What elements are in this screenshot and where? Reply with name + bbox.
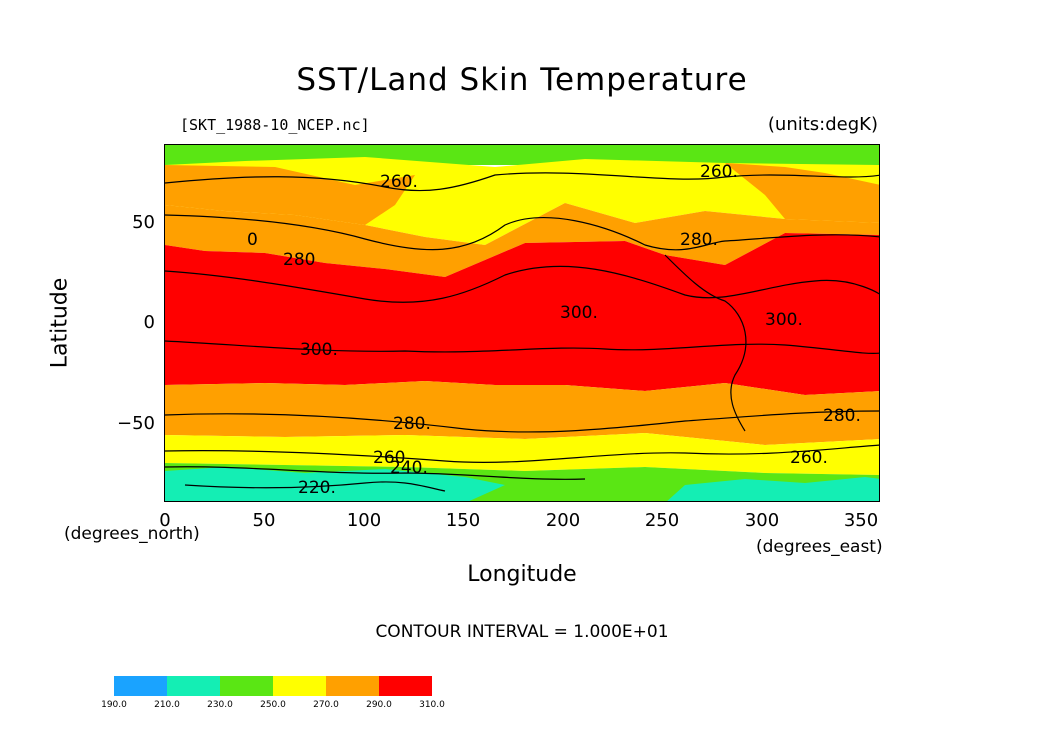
contour-label: 280. bbox=[823, 406, 861, 426]
y-tick-label: −50 bbox=[117, 413, 155, 434]
colorbar-label: 250.0 bbox=[260, 700, 286, 710]
x-tick-label: 150 bbox=[445, 510, 481, 531]
band-midlat-north-east bbox=[725, 163, 879, 223]
y-tick-label: 50 bbox=[132, 212, 155, 233]
map-title: SST/Land Skin Temperature bbox=[296, 62, 748, 98]
contour-label: 300. bbox=[560, 303, 598, 323]
temperature-map: 260. 260. 280. 300. 300. 300. 280. 280. … bbox=[165, 145, 879, 501]
contour-label: 240. bbox=[390, 458, 428, 478]
x-axis-units: (degrees_east) bbox=[756, 537, 883, 557]
contour-260-north bbox=[165, 172, 879, 192]
x-tick-label: 100 bbox=[346, 510, 382, 531]
colorbar bbox=[114, 676, 432, 696]
colorbar-segment bbox=[326, 676, 379, 696]
x-tick-label: 200 bbox=[545, 510, 581, 531]
contour-label: 260. bbox=[373, 448, 411, 468]
band-antarctica-east bbox=[667, 477, 879, 501]
colorbar-segment bbox=[220, 676, 273, 696]
colorbar-segment bbox=[273, 676, 326, 696]
colorbar-segment bbox=[379, 676, 432, 696]
band-subpolar-south bbox=[165, 433, 879, 475]
x-tick-label: 350 bbox=[843, 510, 879, 531]
units-label: (units:degK) bbox=[767, 114, 878, 135]
contour-coast-americas bbox=[664, 254, 747, 432]
contour-label: 300. bbox=[765, 310, 803, 330]
contour-label: 280. bbox=[393, 414, 431, 434]
band-midlat-north bbox=[165, 165, 415, 225]
colorbar-label: 210.0 bbox=[154, 700, 180, 710]
colorbar-label: 310.0 bbox=[419, 700, 445, 710]
band-antarctica bbox=[165, 467, 505, 501]
colorbar-label: 230.0 bbox=[207, 700, 233, 710]
x-tick-label: 0 bbox=[159, 510, 171, 531]
contour-label: 220. bbox=[298, 478, 336, 498]
x-tick-label: 50 bbox=[252, 510, 276, 531]
map-plot-area: 260. 260. 280. 300. 300. 300. 280. 280. … bbox=[164, 144, 880, 502]
colorbar-label: 270.0 bbox=[313, 700, 339, 710]
contour-300-south bbox=[165, 340, 879, 354]
contour-label: 260. bbox=[790, 448, 828, 468]
contour-label: 280. bbox=[680, 230, 718, 250]
contour-280-south bbox=[165, 410, 879, 433]
x-tick-label: 250 bbox=[644, 510, 680, 531]
dataset-filename: [SKT_1988-10_NCEP.nc] bbox=[180, 116, 370, 134]
contour-interval-note: CONTOUR INTERVAL = 1.000E+01 bbox=[375, 622, 669, 642]
y-axis-label: Latitude bbox=[47, 277, 73, 369]
band-midlat-north-main bbox=[165, 203, 879, 277]
contour-280-north bbox=[165, 214, 879, 251]
contour-label: 0 bbox=[247, 230, 258, 250]
x-tick-label: 300 bbox=[744, 510, 780, 531]
colorbar-label: 290.0 bbox=[366, 700, 392, 710]
contour-label: 300. bbox=[300, 340, 338, 360]
contour-label: 280 bbox=[283, 250, 315, 270]
y-axis-units: (degrees_north) bbox=[64, 524, 200, 544]
band-midlat-south bbox=[165, 381, 879, 445]
contour-300-north bbox=[165, 265, 879, 303]
contour-220-south bbox=[184, 481, 446, 492]
y-tick-label: 0 bbox=[143, 312, 155, 333]
contour-240-south bbox=[165, 466, 586, 480]
contour-260-south bbox=[165, 444, 879, 463]
contour-lines bbox=[165, 172, 879, 492]
colorbar-label: 190.0 bbox=[101, 700, 127, 710]
contour-label: 260. bbox=[380, 172, 418, 192]
contour-label: 260. bbox=[700, 162, 738, 182]
colorbar-segment bbox=[114, 676, 167, 696]
colorbar-segment bbox=[167, 676, 220, 696]
x-axis-label: Longitude bbox=[467, 562, 577, 587]
band-tropics bbox=[165, 233, 879, 395]
